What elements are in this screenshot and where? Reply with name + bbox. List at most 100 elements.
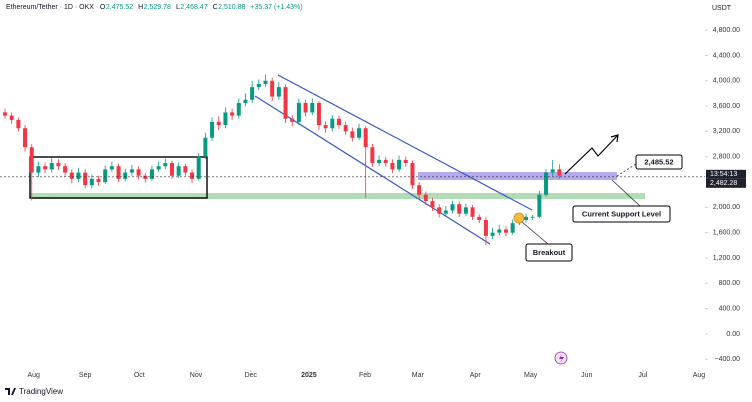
- candle-body: [270, 80, 275, 97]
- candle-body: [530, 216, 535, 218]
- callout-line: [611, 179, 641, 207]
- candle-body: [503, 229, 508, 233]
- y-tick-label: 0.00: [726, 331, 740, 338]
- candle-body: [236, 102, 241, 116]
- candle-body: [336, 118, 341, 126]
- candle-body: [316, 102, 321, 126]
- candle-body: [190, 172, 195, 179]
- candle-body: [443, 210, 448, 214]
- x-tick-label: Jun: [581, 372, 592, 379]
- candle-body: [96, 178, 101, 183]
- ohlc-key: L: [176, 4, 180, 11]
- candle-body: [457, 204, 462, 214]
- x-tick-label: Aug: [693, 372, 706, 379]
- range-box: [29, 156, 208, 199]
- candle-body: [203, 137, 208, 157]
- candle-body: [136, 169, 141, 176]
- candle-body: [343, 125, 348, 132]
- candle-body: [310, 102, 315, 113]
- candle-body: [510, 223, 515, 233]
- candle-body: [477, 216, 482, 221]
- candle-body: [483, 220, 488, 236]
- candle-body: [169, 163, 174, 176]
- candle-body: [223, 112, 228, 126]
- currency: USDT: [712, 5, 732, 12]
- x-tick-label: May: [524, 372, 538, 379]
- candle-body: [323, 125, 328, 129]
- candle-body: [463, 207, 468, 214]
- candle-body: [417, 185, 422, 195]
- candle-body: [243, 99, 248, 103]
- candle-body: [103, 169, 108, 183]
- x-tick-label: Apr: [470, 372, 482, 379]
- projection-arrow: [564, 134, 619, 175]
- ohlc-value: 2,510.88: [218, 4, 245, 11]
- candle-body: [423, 194, 428, 202]
- ohlc-value: 2,468.47: [180, 4, 207, 11]
- arrow-head: [610, 134, 619, 143]
- candle-body: [149, 169, 154, 179]
- countdown-tag: [706, 169, 746, 179]
- candle-body: [176, 166, 181, 176]
- candle-body: [89, 178, 94, 186]
- y-tick-label: 4,400.00: [713, 52, 740, 59]
- candle-body: [116, 166, 121, 179]
- candle-body: [550, 169, 555, 173]
- y-tick-label: 3,200.00: [713, 128, 740, 135]
- ohlc-value: 2,475.52: [106, 4, 133, 11]
- y-tick-label: 4,000.00: [713, 78, 740, 85]
- candle-body: [3, 112, 8, 116]
- candle-body: [143, 175, 148, 179]
- candle-body: [350, 131, 355, 138]
- candle-body: [163, 163, 168, 167]
- callout-box: [525, 243, 573, 262]
- candle-body: [363, 128, 368, 148]
- candle-body: [23, 128, 28, 148]
- x-tick-label: Aug: [27, 372, 40, 379]
- logo-icon: [5, 388, 16, 395]
- last-price-tag: [706, 178, 746, 188]
- candle-body: [437, 207, 442, 214]
- candle-body: [16, 120, 21, 129]
- candle-body: [390, 163, 395, 170]
- level-label: 2,485.52: [644, 157, 673, 166]
- candle-body: [383, 159, 388, 164]
- y-tick-label: −400.00: [715, 356, 741, 363]
- candle-body: [156, 166, 161, 170]
- x-tick-label: Jul: [638, 372, 647, 379]
- candle-body: [377, 159, 382, 164]
- x-tick-label: Oct: [134, 372, 145, 379]
- channel-upper: [277, 74, 533, 211]
- candle-body: [29, 147, 34, 173]
- candle-body: [63, 166, 68, 173]
- candle-body: [129, 169, 134, 173]
- candle-body: [109, 166, 114, 170]
- candle-body: [357, 128, 362, 138]
- x-tick-label: 2025: [301, 372, 317, 379]
- breakout-marker: [513, 212, 525, 224]
- ohlc-key: O: [100, 4, 106, 11]
- candle-body: [537, 194, 542, 217]
- candle-body: [256, 83, 261, 88]
- ohlc-key: C: [213, 4, 218, 11]
- candle-body: [370, 147, 375, 164]
- x-tick-label: Dec: [245, 372, 258, 379]
- y-tick-label: 1,600.00: [713, 230, 740, 237]
- candle-body: [450, 204, 455, 211]
- ohlc-key: H: [138, 4, 143, 11]
- candle-body: [544, 172, 549, 195]
- candle-body: [83, 172, 88, 186]
- x-tick-label: Nov: [190, 372, 203, 379]
- candle-body: [497, 229, 502, 233]
- candle-body: [263, 80, 268, 84]
- event-bolt: [559, 354, 564, 363]
- x-tick-label: Mar: [412, 372, 425, 379]
- candle-body: [9, 115, 14, 121]
- y-tick-label: 4,800.00: [713, 27, 740, 34]
- candle-body: [523, 216, 528, 221]
- breakout-label: Breakout: [533, 248, 566, 257]
- candle-body: [196, 156, 201, 179]
- y-tick-label: 2,800.00: [713, 154, 740, 161]
